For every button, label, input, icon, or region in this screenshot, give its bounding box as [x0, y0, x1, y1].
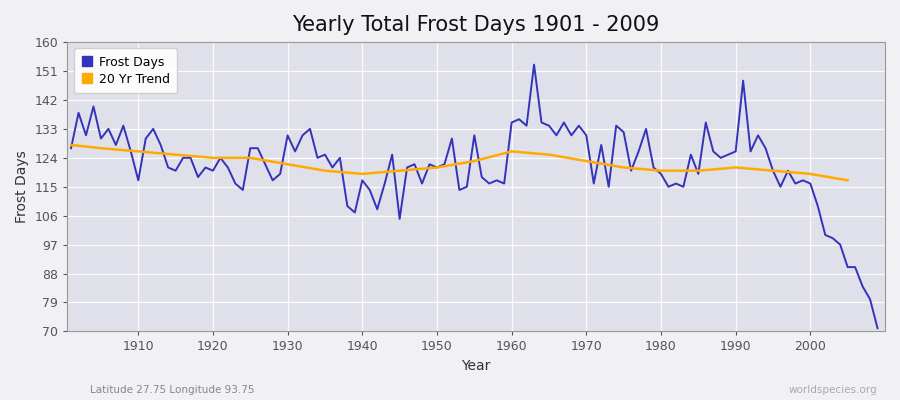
Text: worldspecies.org: worldspecies.org [789, 385, 877, 395]
Title: Yearly Total Frost Days 1901 - 2009: Yearly Total Frost Days 1901 - 2009 [292, 15, 660, 35]
Text: Latitude 27.75 Longitude 93.75: Latitude 27.75 Longitude 93.75 [90, 385, 255, 395]
X-axis label: Year: Year [462, 359, 490, 373]
Legend: Frost Days, 20 Yr Trend: Frost Days, 20 Yr Trend [74, 48, 177, 93]
Y-axis label: Frost Days: Frost Days [15, 150, 29, 223]
